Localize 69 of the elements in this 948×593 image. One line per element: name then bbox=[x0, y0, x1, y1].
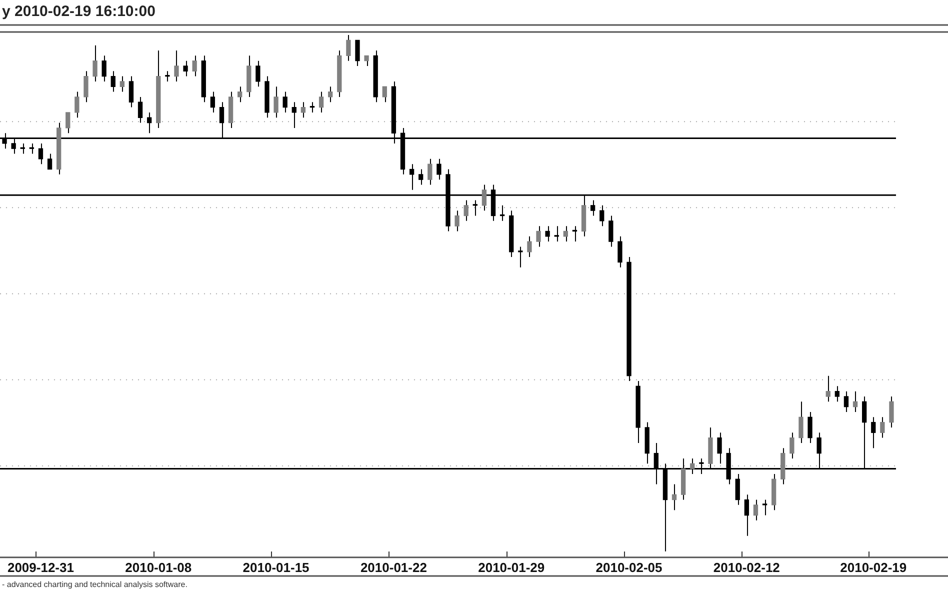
candlestick bbox=[292, 102, 296, 128]
candlestick bbox=[183, 60, 188, 77]
candlestick bbox=[852, 390, 858, 412]
x-tick-label: 2010-02-05 bbox=[596, 560, 662, 575]
candlestick bbox=[382, 86, 387, 103]
candlestick bbox=[84, 70, 88, 103]
candlestick bbox=[545, 226, 550, 242]
candlestick bbox=[147, 112, 152, 134]
candlestick bbox=[66, 112, 70, 134]
candlestick bbox=[120, 76, 125, 92]
candlestick bbox=[165, 70, 170, 82]
candlestick bbox=[256, 60, 260, 88]
candlestick bbox=[454, 210, 460, 232]
candlestick bbox=[880, 416, 885, 438]
candlestick bbox=[834, 386, 840, 402]
candlestick bbox=[355, 40, 360, 66]
candlestick bbox=[418, 168, 424, 186]
candlestick bbox=[762, 499, 768, 516]
candlestick bbox=[47, 153, 52, 170]
candlestick bbox=[672, 484, 677, 511]
candlestick bbox=[608, 215, 614, 248]
candlestick bbox=[192, 55, 197, 77]
candlestick bbox=[618, 236, 622, 268]
candlestick bbox=[464, 200, 468, 222]
candlestick bbox=[102, 55, 106, 82]
candlestick bbox=[346, 34, 351, 62]
candlestick bbox=[717, 432, 722, 464]
candlestick bbox=[563, 226, 568, 242]
candlestick bbox=[744, 494, 749, 536]
x-tick-label: 2010-01-29 bbox=[478, 560, 545, 575]
candlestick bbox=[210, 91, 216, 113]
candlestick bbox=[300, 102, 306, 118]
x-tick-label: 2010-02-19 bbox=[840, 560, 907, 575]
candlestick bbox=[889, 396, 894, 428]
candlestick bbox=[92, 44, 98, 82]
candlestick bbox=[753, 499, 758, 521]
x-tick-label: 2010-01-08 bbox=[125, 560, 192, 575]
candlestick bbox=[590, 200, 596, 216]
candlestick bbox=[318, 91, 324, 113]
candlestick bbox=[808, 411, 812, 444]
candlestick bbox=[536, 226, 541, 248]
candlestick bbox=[128, 76, 134, 108]
x-tick-label: 2009-12-31 bbox=[7, 560, 74, 575]
candlestick bbox=[735, 473, 740, 506]
candlestick bbox=[409, 164, 414, 190]
candlestick bbox=[282, 91, 288, 113]
candlestick bbox=[798, 401, 804, 444]
candlestick bbox=[138, 96, 143, 124]
candlestick bbox=[364, 55, 369, 66]
candlestick bbox=[428, 158, 432, 186]
candlestick bbox=[328, 86, 333, 103]
candlestick bbox=[436, 158, 442, 180]
candlestick bbox=[600, 204, 604, 227]
candlestick bbox=[74, 91, 80, 118]
candlestick bbox=[174, 50, 179, 82]
candlestick bbox=[844, 390, 849, 412]
candlestick bbox=[527, 236, 532, 258]
candlestick bbox=[871, 416, 876, 449]
candlestick bbox=[110, 70, 116, 92]
candlestick bbox=[274, 86, 278, 118]
candlestick bbox=[238, 86, 242, 103]
candlestick bbox=[790, 432, 794, 459]
chart-title: y 2010-02-19 16:10:00 bbox=[2, 3, 156, 20]
x-tick-label: 2010-01-22 bbox=[360, 560, 427, 575]
candlestick bbox=[826, 375, 830, 402]
candlestick bbox=[38, 142, 44, 165]
x-tick-label: 2010-01-15 bbox=[242, 560, 310, 575]
text: - advanced charting and technical analysis software. bbox=[2, 580, 188, 589]
x-tick-label: 2010-02-12 bbox=[713, 560, 780, 575]
